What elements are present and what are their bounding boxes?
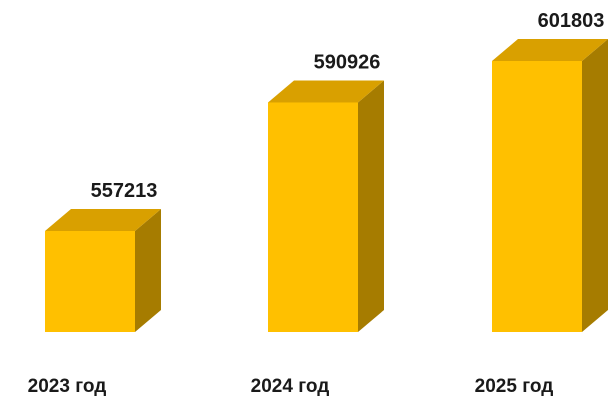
- category-label: 2025 год: [475, 376, 554, 397]
- bar-front-face: [268, 102, 358, 332]
- bar-side-face: [135, 209, 161, 332]
- bar-1: [45, 209, 161, 332]
- bar-value-label: 601803: [538, 10, 605, 32]
- bar-top-face: [45, 209, 161, 231]
- bar-front-face: [492, 61, 582, 332]
- bar-side-face: [582, 39, 608, 332]
- bar-2: [268, 80, 384, 332]
- bar-value-label: 590926: [314, 51, 381, 73]
- bar-side-face: [358, 80, 384, 332]
- bar-top-face: [268, 80, 384, 103]
- category-label: 2024 год: [251, 376, 330, 397]
- bar-front-face: [45, 231, 135, 332]
- bar-3: [492, 39, 608, 332]
- bar-top-face: [492, 39, 608, 61]
- category-label: 2023 год: [28, 376, 107, 397]
- bar-value-label: 557213: [91, 180, 158, 202]
